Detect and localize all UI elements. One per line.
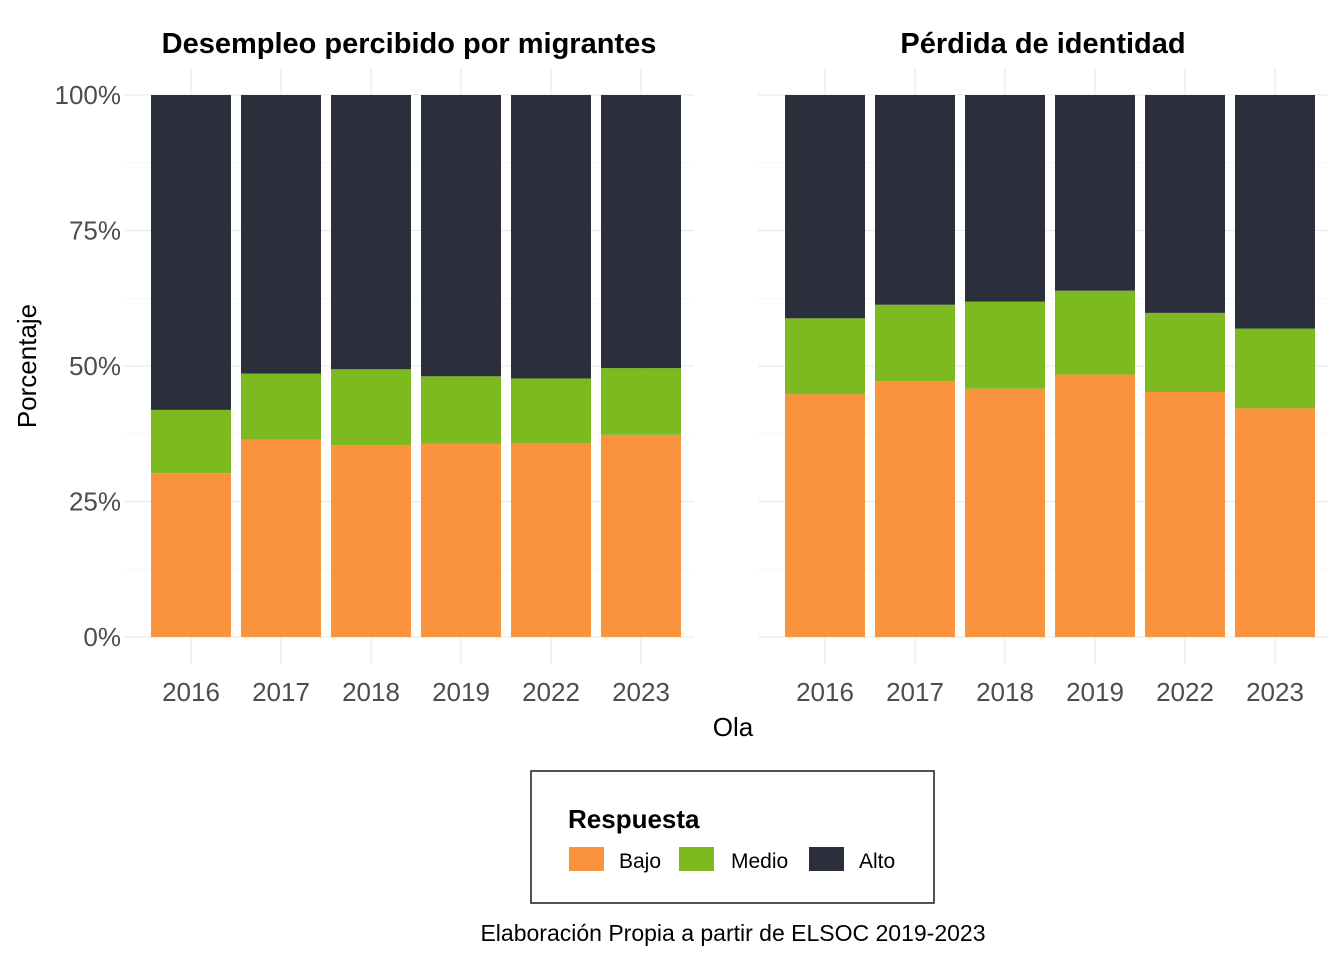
panel-title-1: Desempleo percibido por migrantes [162,28,657,60]
bar-bajo-2019-panel-1 [421,443,501,637]
x-tick-label-2022-panel-2: 2022 [1156,677,1214,707]
x-tick-label-2019-panel-1: 2019 [432,677,490,707]
bar-alto-2017-panel-2 [875,95,955,305]
y-axis-title: Porcentaje [12,304,42,428]
x-tick-label-2016-panel-2: 2016 [796,677,854,707]
bar-medio-2022-panel-1 [511,378,591,443]
bar-alto-2017-panel-1 [241,95,321,374]
bar-alto-2018-panel-2 [965,95,1045,302]
y-tick-label: 0% [83,622,121,652]
bar-alto-2016-panel-1 [151,95,231,410]
panel-title-2: Pérdida de identidad [900,28,1185,60]
legend-key-medio [679,847,714,871]
bar-bajo-2018-panel-1 [331,445,411,637]
y-tick-label: 50% [69,351,121,381]
bar-medio-2017-panel-1 [241,373,321,440]
legend-label-bajo: Bajo [619,850,661,873]
x-axis-title: Ola [713,712,754,742]
bar-medio-2018-panel-2 [965,301,1045,389]
bar-alto-2019-panel-2 [1055,95,1135,291]
x-tick-label-2022-panel-1: 2022 [522,677,580,707]
bar-alto-2018-panel-1 [331,95,411,370]
y-tick-label: 25% [69,487,121,517]
y-tick-label: 100% [55,80,122,110]
bar-bajo-2017-panel-2 [875,381,955,637]
legend-title: Respuesta [568,804,700,834]
bar-medio-2019-panel-1 [421,376,501,444]
bar-bajo-2018-panel-2 [965,388,1045,637]
bar-medio-2023-panel-1 [601,368,681,435]
bar-alto-2022-panel-2 [1145,95,1225,313]
legend-label-alto: Alto [859,850,895,873]
bar-medio-2018-panel-1 [331,369,411,446]
x-tick-label-2023-panel-1: 2023 [612,677,670,707]
bar-medio-2017-panel-2 [875,304,955,382]
x-tick-label-2016-panel-1: 2016 [162,677,220,707]
legend-box [530,770,935,904]
bar-bajo-2023-panel-1 [601,434,681,637]
legend-label-medio: Medio [731,850,788,873]
bar-bajo-2022-panel-2 [1145,392,1225,637]
bar-medio-2022-panel-2 [1145,312,1225,393]
bar-medio-2019-panel-2 [1055,290,1135,375]
bar-alto-2022-panel-1 [511,95,591,379]
bar-bajo-2017-panel-1 [241,439,321,637]
bar-alto-2016-panel-2 [785,95,865,319]
x-tick-label-2019-panel-2: 2019 [1066,677,1124,707]
legend-key-alto [809,847,844,871]
bar-bajo-2016-panel-1 [151,473,231,637]
bar-medio-2016-panel-1 [151,409,231,474]
bar-alto-2023-panel-1 [601,95,681,369]
bar-bajo-2023-panel-2 [1235,408,1315,637]
bar-bajo-2019-panel-2 [1055,374,1135,637]
bar-medio-2023-panel-2 [1235,328,1315,409]
bar-bajo-2022-panel-1 [511,442,591,637]
x-tick-label-2018-panel-2: 2018 [976,677,1034,707]
legend-key-bajo [569,847,604,871]
x-tick-label-2017-panel-1: 2017 [252,677,310,707]
bar-alto-2019-panel-1 [421,95,501,377]
x-tick-label-2017-panel-2: 2017 [886,677,944,707]
bar-medio-2016-panel-2 [785,318,865,395]
y-tick-label: 75% [69,216,121,246]
bar-alto-2023-panel-2 [1235,95,1315,329]
x-tick-label-2018-panel-1: 2018 [342,677,400,707]
x-tick-label-2023-panel-2: 2023 [1246,677,1304,707]
bar-bajo-2016-panel-2 [785,394,865,637]
caption: Elaboración Propia a partir de ELSOC 201… [480,920,985,946]
